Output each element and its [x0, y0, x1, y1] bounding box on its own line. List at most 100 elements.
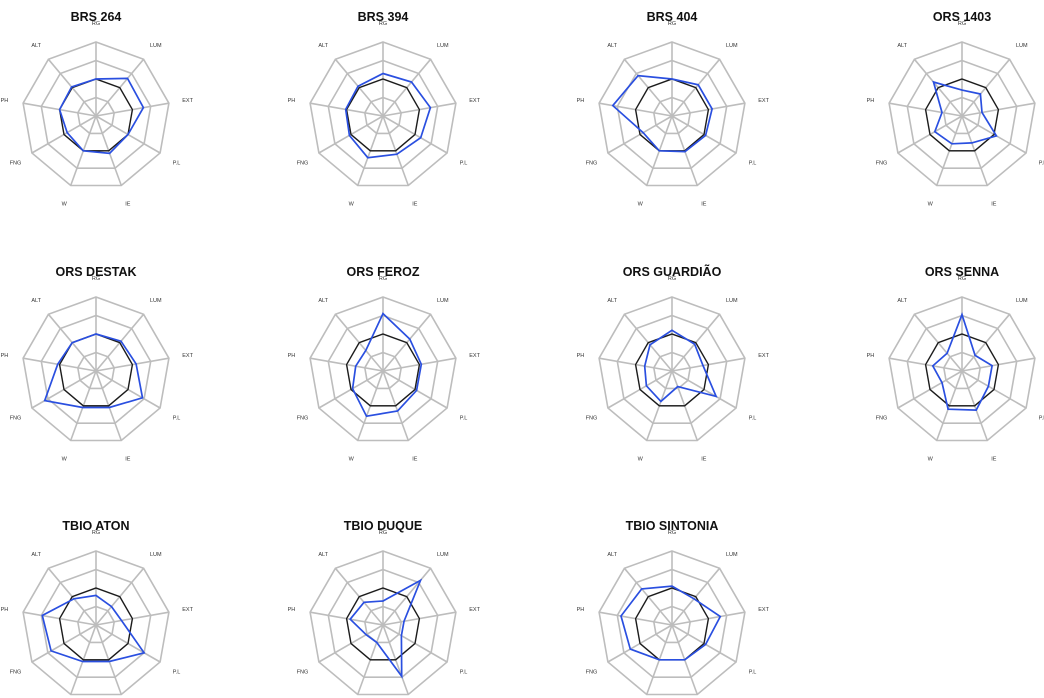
axis-label: RG [379, 276, 387, 282]
grid-ring [598, 550, 746, 696]
axis-label: LUM [150, 43, 162, 49]
grid-ring [616, 314, 728, 425]
axis-label: P.L [173, 161, 181, 167]
grid-ring [652, 605, 692, 644]
grid-ring [327, 314, 439, 425]
panel-title: ORS DESTAK [55, 265, 136, 279]
axis-label: W [928, 201, 934, 207]
cultivar-series [43, 333, 144, 409]
axis-label: P.L [173, 416, 181, 422]
axis-label: LUM [150, 552, 162, 558]
grid-ring [40, 568, 152, 679]
reference-series [634, 333, 710, 407]
axis-label: FNG [876, 161, 888, 167]
axis-label: EXT [758, 98, 769, 104]
cultivar-series [41, 594, 146, 663]
axis-label: RG [958, 276, 966, 282]
grid-ring [363, 96, 403, 135]
panel-title: BRS 404 [647, 10, 698, 24]
axis-label: RG [668, 530, 676, 536]
cultivar-series [351, 312, 423, 418]
grid-ring [327, 59, 439, 169]
axis-label: IE [701, 456, 707, 462]
grid-ring [22, 296, 170, 442]
reference-series [58, 333, 134, 407]
axis-label: ALT [31, 552, 41, 558]
axis-label: P.L [749, 416, 757, 422]
axis-label: EXT [182, 353, 193, 359]
axis-label: EXT [469, 607, 480, 613]
grid-ring [906, 59, 1018, 169]
grid-ring [652, 351, 692, 390]
axis-label: W [349, 456, 355, 462]
grid-ring [76, 96, 116, 135]
axis-label: IE [125, 456, 131, 462]
grid-ring [309, 41, 457, 187]
axis-label: IE [701, 201, 707, 207]
axis-label: FNG [10, 161, 22, 167]
axis-label: P.L [749, 161, 757, 167]
axis-label: EXT [182, 98, 193, 104]
axis-label: RG [92, 530, 100, 536]
grid-ring [76, 605, 116, 644]
reference-series [924, 78, 1000, 152]
reference-series [924, 333, 1000, 407]
axis-label: PH [1, 607, 9, 613]
panel-title: ORS 1403 [933, 10, 991, 24]
axis-label: ALT [897, 298, 907, 304]
grid-ring [598, 41, 746, 187]
grid-ring [22, 41, 170, 187]
panel-title: BRS 394 [358, 10, 409, 24]
reference-series [345, 587, 421, 661]
axis-label: W [638, 456, 644, 462]
axis-label: W [638, 201, 644, 207]
axis-label: ALT [607, 552, 617, 558]
grid-ring [652, 96, 692, 135]
panel-title: TBIO SINTONIA [626, 519, 719, 533]
panel-title: TBIO ATON [62, 519, 129, 533]
cultivar-series [931, 312, 994, 411]
axis-label: IE [991, 201, 997, 207]
axis-label: W [62, 456, 68, 462]
axis-label: FNG [10, 670, 22, 676]
panel-title: BRS 264 [71, 10, 122, 24]
axis-label: EXT [758, 607, 769, 613]
axis-label: LUM [726, 552, 738, 558]
axis-label: ALT [318, 43, 328, 49]
grid-ring [40, 59, 152, 169]
axis-label: LUM [437, 552, 449, 558]
axis-label: LUM [726, 298, 738, 304]
axis-label: PH [867, 98, 875, 104]
axis-label: ALT [318, 552, 328, 558]
grid-ring [363, 351, 403, 390]
axis-label: LUM [150, 298, 162, 304]
grid-ring [76, 351, 116, 390]
cultivar-series [349, 578, 423, 679]
axis-label: P.L [1039, 161, 1044, 167]
axis-label: P.L [460, 161, 468, 167]
axis-label: PH [1, 353, 9, 359]
axis-label: PH [867, 353, 875, 359]
axis-label: IE [412, 201, 418, 207]
axis-label: PH [288, 607, 296, 613]
axis-label: FNG [297, 161, 309, 167]
cultivar-series [932, 80, 998, 145]
cultivar-series [620, 585, 722, 661]
axis-label: FNG [586, 416, 598, 422]
axis-label: LUM [726, 43, 738, 49]
grid-ring [309, 296, 457, 442]
panel-title: ORS FEROZ [347, 265, 420, 279]
axis-label: P.L [460, 416, 468, 422]
axis-label: RG [92, 21, 100, 27]
axis-label: PH [1, 98, 9, 104]
axis-label: RG [668, 276, 676, 282]
axis-label: RG [379, 21, 387, 27]
reference-series [345, 78, 421, 152]
